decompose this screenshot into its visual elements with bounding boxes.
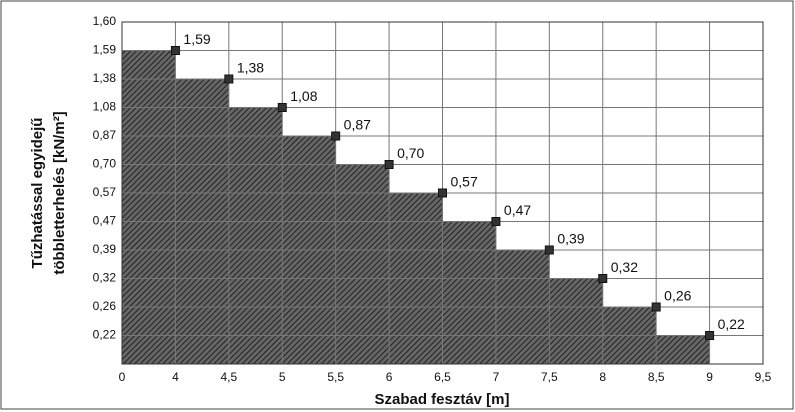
y-tick-label: 1,38: [93, 71, 117, 85]
marker: [438, 188, 447, 198]
x-tick-label: 4,5: [220, 370, 237, 384]
data-label: 0,70: [397, 145, 424, 161]
x-tick-label: 7: [493, 370, 500, 384]
marker: [491, 217, 501, 226]
data-label: 0,22: [718, 316, 745, 332]
data-label: 0,87: [344, 117, 371, 133]
marker: [598, 274, 608, 283]
marker: [651, 302, 661, 312]
data-label: 1,08: [290, 88, 317, 104]
x-tick-label: 9,5: [755, 370, 772, 384]
y-tick-label: 1,59: [93, 43, 117, 57]
data-label: 0,57: [451, 174, 478, 190]
marker: [384, 160, 394, 169]
y-tick-label: 0,70: [93, 157, 117, 171]
x-tick-label: 8,5: [648, 370, 665, 384]
y-axis-label: Tűzhatással egyidejű: [29, 118, 46, 269]
data-label: 0,32: [611, 259, 638, 275]
marker: [331, 131, 341, 141]
x-tick-label: 6: [386, 370, 393, 384]
x-tick-label: 7,5: [541, 370, 558, 384]
y-tick-label: 0,39: [93, 242, 117, 256]
step-area: [549, 278, 603, 364]
data-label: 0,26: [664, 288, 691, 304]
x-tick-label: 8: [599, 370, 606, 384]
x-tick-label: 5: [279, 370, 286, 384]
x-axis-label: Szabad fesztáv [m]: [374, 391, 509, 408]
step-area: [442, 221, 496, 364]
y-tick-label: 1,08: [93, 100, 117, 114]
marker: [277, 103, 287, 112]
marker: [224, 74, 234, 84]
y-tick-label: 0,32: [93, 271, 117, 285]
x-tick-label: 4: [172, 370, 179, 384]
y-tick-label: 1,60: [93, 14, 117, 28]
x-tick-label: 0: [119, 370, 126, 384]
y-axis-label: többletterhelés [kN/m²]: [51, 111, 68, 274]
y-tick-label: 0,26: [93, 299, 117, 313]
y-tick-label: 0,57: [93, 185, 117, 199]
y-tick-label: 0,47: [93, 214, 117, 228]
data-label: 0,47: [504, 202, 531, 218]
plot-border: [121, 21, 764, 365]
data-label: 0,39: [557, 231, 584, 247]
step-area: [122, 50, 176, 364]
step-area: [228, 107, 283, 364]
data-label: 1,38: [237, 60, 264, 76]
y-tick-label: 0,22: [93, 328, 117, 342]
x-tick-label: 6,5: [434, 370, 451, 384]
marker: [170, 46, 180, 55]
marker: [705, 331, 715, 340]
x-tick-label: 9: [706, 370, 713, 384]
step-area: [335, 164, 390, 364]
x-tick-label: 5,5: [327, 370, 344, 384]
marker: [544, 245, 554, 255]
y-tick-label: 0,87: [93, 128, 117, 142]
step-area: [656, 335, 710, 364]
data-label: 1,59: [183, 31, 210, 47]
